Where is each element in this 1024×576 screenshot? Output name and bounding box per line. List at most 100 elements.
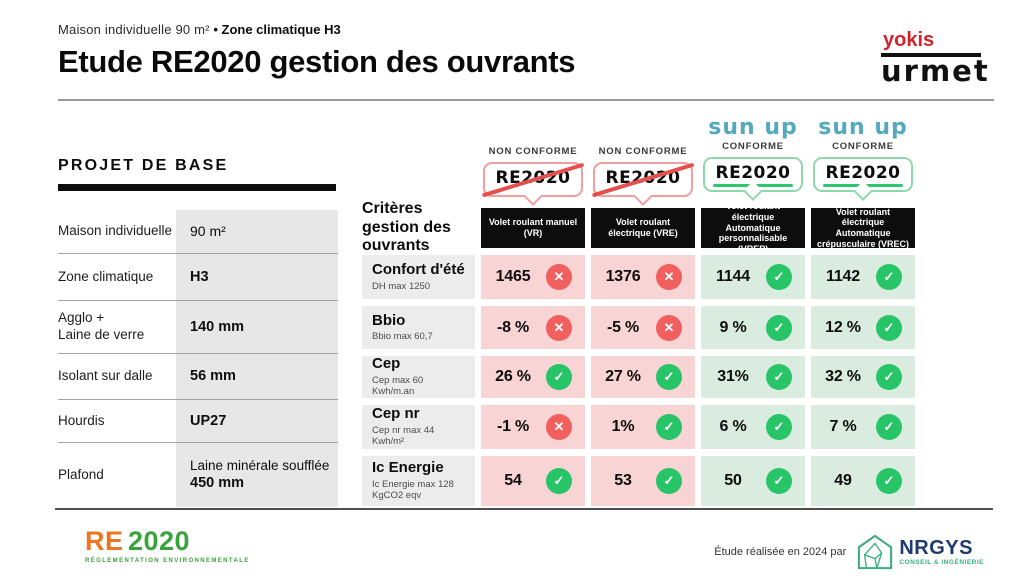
nrgys-subtext: CONSEIL & INGÉNIERIE bbox=[899, 558, 984, 566]
title-divider bbox=[58, 99, 994, 101]
table-cell: -8 % bbox=[481, 306, 585, 349]
underline bbox=[713, 184, 793, 187]
column-badge-vre: NON CONFORME RE2020 bbox=[591, 146, 695, 198]
nrgys-wordmark: NRGYS CONSEIL & INGÉNIERIE bbox=[899, 538, 984, 567]
footer-divider bbox=[55, 508, 993, 510]
credit-text: Étude réalisée en 2024 par bbox=[714, 546, 847, 558]
column-header-vre: Volet roulant électrique (VRE) bbox=[591, 208, 695, 248]
column-header-vrep: Volet roulant électrique Automatique per… bbox=[701, 208, 805, 248]
check-icon bbox=[876, 264, 902, 290]
row-value: 56 mm bbox=[176, 354, 338, 399]
cell-value: 9 % bbox=[719, 318, 747, 336]
page-title: Etude RE2020 gestion des ouvrants bbox=[58, 44, 576, 79]
status-label: NON CONFORME bbox=[598, 146, 688, 157]
base-project-heading-bar bbox=[58, 184, 336, 191]
criterion-row-header: Cep Cep max 60 Kwh/m.an bbox=[362, 356, 475, 398]
column-badge-vrep: sun up CONFORME RE2020 bbox=[701, 117, 805, 192]
criterion-limit: Bbio max 60,7 bbox=[372, 331, 433, 343]
criterion-name: Confort d'été bbox=[372, 261, 465, 279]
table-cell: 9 % bbox=[701, 306, 805, 349]
check-icon bbox=[546, 468, 572, 494]
table-cell: 31% bbox=[701, 356, 805, 398]
cell-value: 50 bbox=[724, 472, 742, 489]
column-badge-vrec: sun up CONFORME RE2020 bbox=[811, 117, 915, 192]
criterion-row-header: Cep nr Cep nr max 44 Kwh/m² bbox=[362, 405, 475, 449]
criterion-name: Ic Energie bbox=[372, 459, 444, 477]
status-label: CONFORME bbox=[832, 141, 894, 152]
cell-value: 54 bbox=[504, 472, 522, 489]
cell-value: 12 % bbox=[825, 318, 861, 336]
row-label: Plafond bbox=[58, 466, 104, 482]
criterion-row-header: Bbio Bbio max 60,7 bbox=[362, 306, 475, 349]
table-cell: -1 % bbox=[481, 405, 585, 449]
check-icon bbox=[656, 414, 682, 440]
cross-icon bbox=[546, 264, 572, 290]
nrgys-name: NRGYS bbox=[899, 536, 973, 559]
row-value-note: Laine minérale soufflée bbox=[190, 457, 330, 473]
row-label: Agglo + Laine de verre bbox=[58, 310, 145, 342]
table-cell: 1465 bbox=[481, 255, 585, 299]
cross-icon bbox=[656, 264, 682, 290]
re2020-logo-re: RE bbox=[85, 526, 124, 556]
check-icon bbox=[766, 264, 792, 290]
criterion-limit: DH max 1250 bbox=[372, 280, 431, 292]
cell-value: 6 % bbox=[719, 418, 747, 435]
check-icon bbox=[876, 468, 902, 494]
cell-value: 1465 bbox=[495, 268, 531, 285]
criterion-row-header: Confort d'été DH max 1250 bbox=[362, 255, 475, 299]
context-separator: • bbox=[213, 22, 218, 37]
table-row: Isolant sur dalle 56 mm bbox=[58, 353, 338, 399]
table-row: Hourdis UP27 bbox=[58, 399, 338, 442]
cross-icon bbox=[546, 314, 572, 341]
column-badge-vr: NON CONFORME RE2020 bbox=[481, 146, 585, 198]
re2020-logo-subtext: RÉGLEMENTATION ENVIRONNEMENTALE bbox=[85, 558, 250, 564]
badge-text: RE2020 bbox=[715, 163, 791, 183]
table-cell: 49 bbox=[811, 456, 915, 506]
cell-value: 32 % bbox=[825, 368, 861, 385]
table-cell: 54 bbox=[481, 456, 585, 506]
cell-value: 7 % bbox=[829, 418, 857, 435]
context-line: Maison individuelle 90 m² • Zone climati… bbox=[58, 22, 341, 37]
cross-icon bbox=[656, 314, 682, 341]
sunup-logo: sun up bbox=[708, 115, 798, 140]
cell-value: -8 % bbox=[496, 318, 530, 336]
cell-value: 1376 bbox=[605, 268, 641, 285]
criterion-row-header: Ic Energie Ic Energie max 128 KgCO2 eqv bbox=[362, 456, 475, 506]
check-icon bbox=[766, 414, 792, 440]
row-value-bold: 450 mm bbox=[190, 475, 245, 492]
table-cell: 32 % bbox=[811, 356, 915, 398]
cell-value: 53 bbox=[614, 472, 632, 489]
table-cell: 1% bbox=[591, 405, 695, 449]
badge-text: RE2020 bbox=[825, 163, 901, 183]
check-icon bbox=[656, 364, 682, 390]
context-project: Maison individuelle 90 m² bbox=[58, 22, 210, 37]
table-cell: 1142 bbox=[811, 255, 915, 299]
re2020-badge-crossed: RE2020 bbox=[481, 162, 585, 198]
comparison-table: Critères gestion des ouvrants Volet roul… bbox=[362, 200, 915, 506]
table-cell: 26 % bbox=[481, 356, 585, 398]
base-project-table: Maison individuelle 90 m² Zone climatiqu… bbox=[58, 210, 338, 507]
context-climate-zone: Zone climatique H3 bbox=[221, 22, 341, 37]
row-value: UP27 bbox=[176, 400, 338, 442]
criterion-limit: Cep max 60 Kwh/m.an bbox=[372, 374, 424, 398]
row-value: H3 bbox=[176, 254, 338, 300]
column-header-vr: Volet roulant manuel (VR) bbox=[481, 208, 585, 248]
cell-value: 31% bbox=[717, 368, 749, 385]
row-label: Hourdis bbox=[58, 412, 105, 428]
cell-value: -1 % bbox=[496, 418, 530, 435]
row-label: Maison individuelle bbox=[58, 223, 173, 239]
cell-value: 26 % bbox=[495, 368, 531, 385]
criterion-limit: Ic Energie max 128 KgCO2 eqv bbox=[372, 478, 454, 502]
cross-icon bbox=[546, 414, 572, 440]
base-project-heading: PROJET DE BASE bbox=[58, 157, 229, 174]
check-icon bbox=[876, 364, 902, 390]
table-cell: 53 bbox=[591, 456, 695, 506]
cell-value: 49 bbox=[834, 472, 852, 489]
table-row: Plafond Laine minérale soufflée 450 mm bbox=[58, 442, 338, 507]
re2020-badge-conforme: RE2020 bbox=[813, 157, 913, 192]
criterion-name: Bbio bbox=[372, 311, 406, 329]
check-icon bbox=[876, 414, 902, 440]
underline bbox=[823, 184, 903, 187]
cell-value: 1144 bbox=[716, 268, 750, 285]
